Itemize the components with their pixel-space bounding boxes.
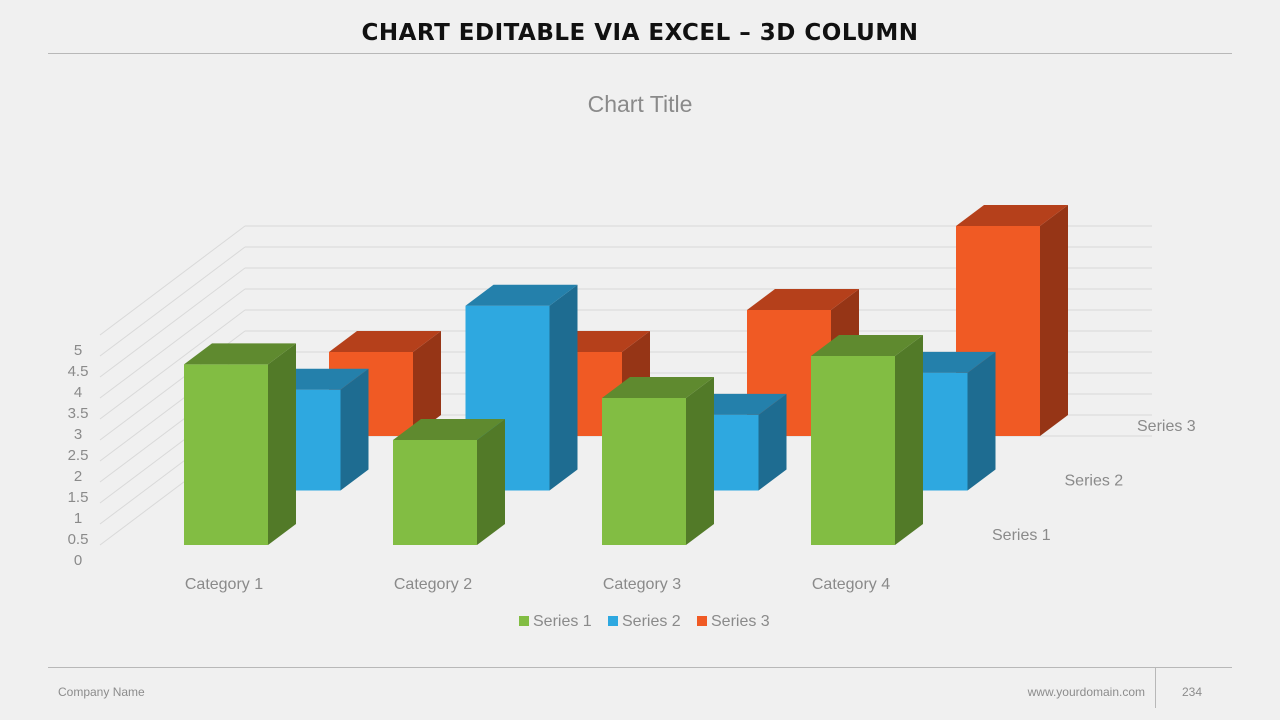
bar-side (895, 335, 923, 545)
bar-3-series-1 (602, 377, 714, 545)
legend-item: Series 2 (608, 613, 681, 630)
bar-top (465, 284, 578, 306)
chart-legend: Series 1 Series 2 Series 3 (519, 613, 770, 630)
x-tick-label: Category 3 (603, 576, 681, 593)
y-tick-label: 2 (74, 468, 82, 485)
footer-company: Company Name (58, 685, 145, 699)
footer-page-number: 234 (1182, 685, 1203, 699)
x-tick-label: Category 1 (185, 576, 263, 593)
bar-top (956, 205, 1068, 226)
legend-label: Series 2 (622, 613, 681, 630)
y-tick-label: 2.5 (68, 447, 89, 464)
footer-separator (1155, 668, 1156, 708)
title-divider (48, 53, 1232, 54)
bar-side (967, 351, 996, 491)
y-tick-label: 1 (74, 510, 82, 527)
bar-top (393, 419, 505, 440)
bar-front (811, 356, 895, 545)
footer-divider (48, 667, 1232, 668)
legend-item: Series 1 (519, 613, 592, 630)
y-tick-label: 5 (74, 342, 82, 359)
chart-bars (184, 205, 1068, 545)
bar-top (811, 335, 923, 356)
bar-front (393, 440, 477, 545)
bar-side (549, 284, 578, 491)
bar-4-series-1 (811, 335, 923, 545)
x-tick-label: Category 2 (394, 576, 472, 593)
bar-1-series-1 (184, 343, 296, 545)
depth-axis-label: Series 2 (1065, 473, 1124, 490)
footer-domain: www.yourdomain.com (1027, 685, 1145, 699)
bar-2-series-2 (465, 284, 578, 491)
grid-line-side (99, 309, 246, 420)
bar-side (758, 393, 787, 491)
bar-side (477, 419, 505, 545)
bar-top (602, 377, 714, 398)
grid-line-side (99, 267, 246, 378)
chart-title: Chart Title (588, 91, 693, 117)
x-tick-label: Category 4 (812, 576, 890, 593)
legend-swatch (697, 616, 707, 626)
y-tick-label: 4 (74, 384, 82, 401)
legend-label: Series 1 (533, 613, 592, 630)
legend-item: Series 3 (697, 613, 770, 630)
grid-line-side (99, 225, 246, 336)
y-tick-label: 1.5 (68, 489, 89, 506)
y-tick-label: 3.5 (68, 405, 89, 422)
legend-swatch (519, 616, 529, 626)
y-tick-label: 0.5 (68, 531, 89, 548)
grid-line-side (99, 246, 246, 357)
depth-axis-label: Series 1 (992, 527, 1051, 544)
x-axis-ticks: Category 1 Category 2 Category 3 Category 4 (185, 576, 890, 593)
chart: Chart Title 0 0.5 1 1.5 2 2.5 3 3.5 4 4.5 5 Catego… (68, 91, 1196, 630)
legend-swatch (608, 616, 618, 626)
bar-top (329, 331, 441, 352)
bar-top (184, 343, 296, 365)
legend-label: Series 3 (711, 613, 770, 630)
grid-line-side (99, 288, 246, 399)
y-tick-label: 4.5 (68, 363, 89, 380)
bar-side (686, 377, 714, 545)
bar-side (268, 343, 296, 545)
y-axis-ticks: 0 0.5 1 1.5 2 2.5 3 3.5 4 4.5 5 (68, 342, 89, 569)
bar-side (1040, 205, 1068, 436)
bar-side (340, 368, 369, 491)
bar-2-series-1 (393, 419, 505, 545)
bar-top (747, 289, 859, 310)
y-tick-label: 0 (74, 552, 82, 569)
bar-side (413, 331, 441, 436)
slide-title: CHART EDITABLE VIA EXCEL – 3D COLUMN (361, 20, 919, 46)
bar-front (184, 364, 268, 545)
y-tick-label: 3 (74, 426, 82, 443)
depth-axis-labels: Series 1 Series 2 Series 3 (992, 418, 1196, 544)
depth-axis-label: Series 3 (1137, 418, 1196, 435)
bar-front (602, 398, 686, 545)
